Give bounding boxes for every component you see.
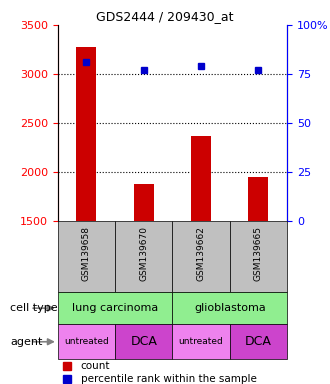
Text: DCA: DCA <box>245 335 272 348</box>
Text: GDS2444 / 209430_at: GDS2444 / 209430_at <box>96 10 234 23</box>
Bar <box>172 292 287 324</box>
Bar <box>191 136 211 221</box>
Bar <box>58 221 115 292</box>
Bar <box>230 221 287 292</box>
Bar <box>76 46 96 221</box>
Bar <box>115 324 172 359</box>
Text: untreated: untreated <box>64 337 109 346</box>
Bar <box>58 292 172 324</box>
Bar <box>172 324 230 359</box>
Text: agent: agent <box>10 337 42 347</box>
Text: GSM139658: GSM139658 <box>82 227 91 281</box>
Text: GSM139670: GSM139670 <box>139 227 148 281</box>
Text: cell type: cell type <box>10 303 57 313</box>
Text: glioblastoma: glioblastoma <box>194 303 266 313</box>
Bar <box>248 177 269 221</box>
Text: lung carcinoma: lung carcinoma <box>72 303 158 313</box>
Bar <box>134 184 154 221</box>
Bar <box>115 221 172 292</box>
Text: untreated: untreated <box>179 337 223 346</box>
Text: DCA: DCA <box>130 335 157 348</box>
Bar <box>230 324 287 359</box>
Bar <box>58 324 115 359</box>
Text: GSM139665: GSM139665 <box>254 227 263 281</box>
Text: GSM139662: GSM139662 <box>197 227 206 281</box>
Bar <box>172 221 230 292</box>
Text: count: count <box>81 361 110 371</box>
Text: percentile rank within the sample: percentile rank within the sample <box>81 374 256 384</box>
